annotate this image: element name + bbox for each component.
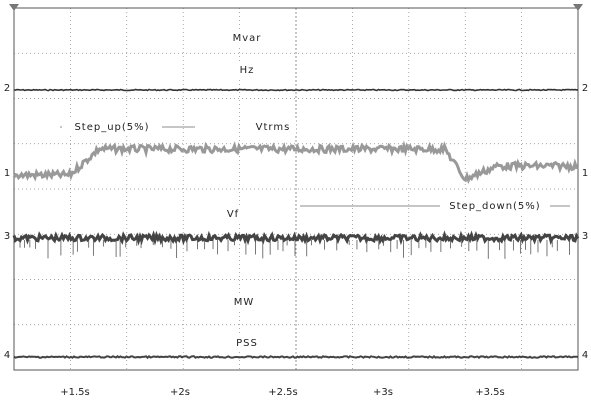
label-box xyxy=(235,63,259,77)
label-box xyxy=(227,31,267,45)
time-label: +2.5s xyxy=(268,387,298,398)
traces xyxy=(12,88,580,360)
trace-label: PSS xyxy=(236,338,258,349)
vtrms-trace xyxy=(12,140,579,185)
trace-label: MW xyxy=(234,297,255,308)
trace-label: Mvar xyxy=(233,33,262,44)
channel-marker: 4 xyxy=(4,350,10,361)
labels: Mvar Hz Vtrms Vf MW PSS Step_up(5%) Step_down(5… xyxy=(4,31,588,398)
label-box xyxy=(231,336,263,350)
channel-marker: 1 xyxy=(4,168,10,179)
trace-label: Hz xyxy=(240,65,255,76)
time-label: +1.5s xyxy=(60,387,90,398)
pss-trace xyxy=(13,354,579,360)
trace-label: Vtrms xyxy=(256,122,291,133)
screen-border xyxy=(13,7,579,371)
trace-label: Step_up(5%) xyxy=(74,122,149,133)
label-box xyxy=(221,207,245,221)
time-label: +2s xyxy=(170,387,190,398)
label-box xyxy=(440,199,550,213)
trigger-marker xyxy=(9,4,19,11)
channel-marker: 4 xyxy=(582,350,588,361)
time-label: +3.5s xyxy=(475,387,505,398)
trace-label: Vf xyxy=(227,209,239,220)
channel-marker: 1 xyxy=(582,168,588,179)
hz-trace xyxy=(13,88,579,92)
trace-label: Step_down(5%) xyxy=(449,201,540,212)
channel-marker: 3 xyxy=(582,231,588,242)
channel-marker: 3 xyxy=(4,231,10,242)
vf-trace xyxy=(12,230,580,246)
channel-marker: 2 xyxy=(4,83,10,94)
channel-marker: 2 xyxy=(582,83,588,94)
label-box xyxy=(230,295,258,309)
trigger-marker xyxy=(573,4,583,11)
label-box xyxy=(62,120,162,134)
label-box xyxy=(250,120,296,134)
time-label: +3s xyxy=(373,387,393,398)
